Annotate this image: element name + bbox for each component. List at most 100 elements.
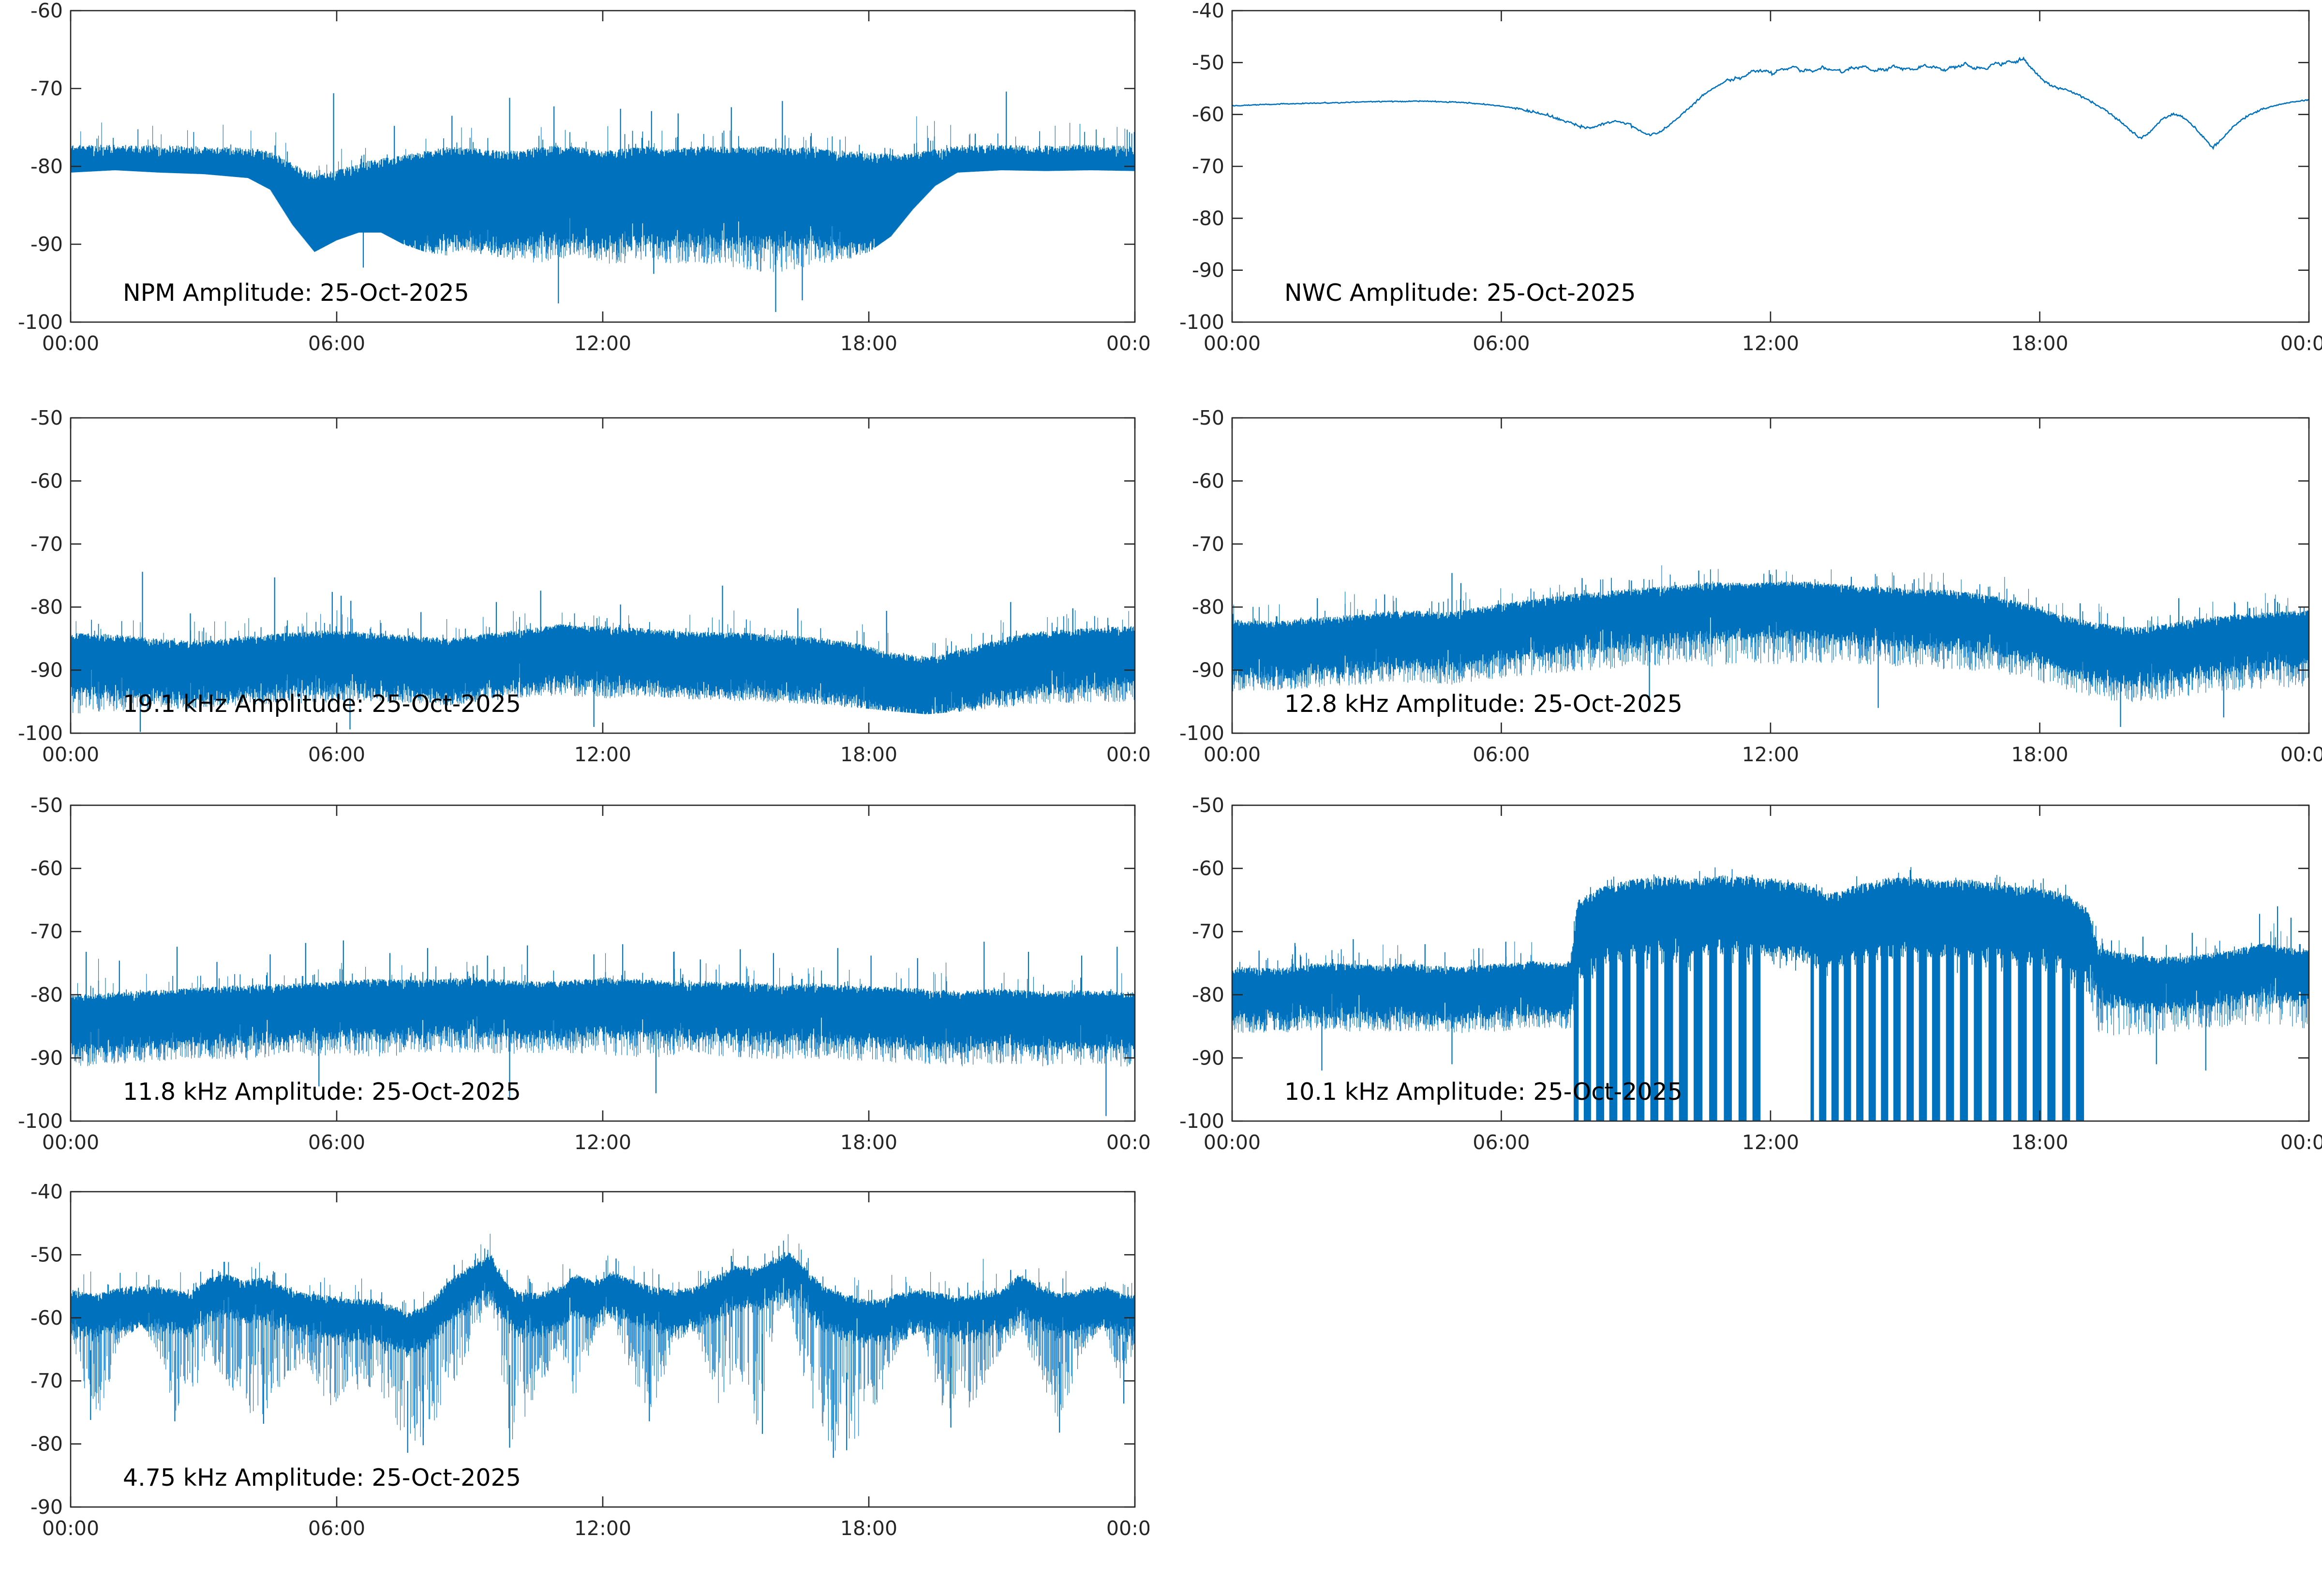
series-spikes (90, 1252, 1125, 1458)
series-spikes (139, 572, 1073, 732)
y-tick-label: -50 (30, 794, 63, 817)
y-tick-label: -80 (30, 1433, 63, 1456)
y-tick-label: -80 (30, 155, 63, 178)
y-tick-label: -90 (30, 1495, 63, 1519)
x-tick-label: 06:00 (1473, 1131, 1530, 1154)
chart-title: 19.1 kHz Amplitude: 25-Oct-2025 (123, 690, 521, 718)
x-tick-label: 18:00 (840, 1131, 897, 1154)
axis-ticks (1231, 10, 2310, 323)
x-tick-label: 00:00 (1204, 1131, 1261, 1154)
x-tick-label: 12:00 (574, 332, 631, 355)
y-tick-label: -50 (1192, 794, 1224, 817)
y-tick-label: -50 (30, 1243, 63, 1266)
x-tick-label: 06:00 (308, 1517, 365, 1540)
y-tick-label: -90 (1192, 1046, 1224, 1069)
series-stripes (1574, 876, 2084, 1121)
y-tick-label: -80 (1192, 207, 1224, 230)
x-tick-label: 00:00 (2280, 332, 2322, 355)
x-tick-label: 18:00 (840, 743, 897, 766)
x-tick-label: 00:00 (42, 1517, 99, 1540)
x-tick-label: 12:00 (1742, 1131, 1799, 1154)
x-tick-label: 12:00 (574, 1517, 631, 1540)
y-tick-label: -100 (18, 1109, 63, 1133)
y-tick-label: -70 (30, 920, 63, 943)
y-tick-label: -40 (30, 1180, 63, 1203)
axis-box (1231, 804, 2310, 1122)
y-tick-label: -40 (1192, 0, 1224, 22)
y-tick-label: -100 (18, 310, 63, 334)
x-tick-label: 06:00 (308, 332, 365, 355)
y-tick-label: -50 (30, 406, 63, 429)
y-tick-label: -80 (30, 595, 63, 619)
x-tick-label: 12:00 (574, 743, 631, 766)
x-tick-label: 12:00 (1742, 332, 1799, 355)
y-tick-label: -60 (30, 1306, 63, 1330)
x-tick-label: 06:00 (308, 743, 365, 766)
x-tick-label: 06:00 (1473, 743, 1530, 766)
series-line (1232, 56, 2309, 150)
series-band-tails (73, 610, 1134, 713)
chart-title: 4.75 kHz Amplitude: 25-Oct-2025 (123, 1464, 521, 1492)
y-tick-label: -90 (1192, 659, 1224, 682)
axis-ticks (70, 804, 1136, 1122)
y-tick-label: -100 (1179, 1109, 1224, 1133)
x-tick-label: 18:00 (2011, 743, 2068, 766)
axis-box (1231, 417, 2310, 734)
series-band (1232, 867, 2309, 1031)
axis-box (70, 804, 1136, 1122)
axis-box (1231, 10, 2310, 323)
y-tick-label: -60 (1192, 103, 1224, 126)
y-tick-label: -70 (30, 77, 63, 100)
y-tick-label: -60 (1192, 857, 1224, 880)
x-tick-label: 00:00 (2280, 743, 2322, 766)
x-tick-label: 00:00 (1204, 743, 1261, 766)
axis-box (70, 417, 1136, 734)
y-tick-label: -50 (1192, 51, 1224, 74)
chart-title: 12.8 kHz Amplitude: 25-Oct-2025 (1284, 690, 1682, 718)
axis-box (70, 10, 1136, 323)
chart-title: NPM Amplitude: 25-Oct-2025 (123, 279, 469, 307)
y-tick-label: -100 (1179, 722, 1224, 745)
x-tick-label: 00:00 (1106, 743, 1149, 766)
x-tick-label: 00:00 (1204, 332, 1261, 355)
y-tick-label: -90 (30, 659, 63, 682)
y-tick-label: -70 (30, 532, 63, 556)
series-band-tails (71, 1234, 1135, 1451)
x-tick-label: 00:00 (42, 743, 99, 766)
y-tick-label: -60 (30, 469, 63, 492)
x-tick-label: 06:00 (308, 1131, 365, 1154)
y-tick-label: -70 (1192, 532, 1224, 556)
y-tick-label: -80 (30, 983, 63, 1006)
series-band-tails (1233, 565, 2309, 702)
x-tick-label: 18:00 (2011, 1131, 2068, 1154)
x-tick-label: 00:00 (1106, 332, 1149, 355)
x-tick-label: 06:00 (1473, 332, 1530, 355)
series-spikes (333, 91, 1007, 312)
y-tick-label: -90 (30, 1046, 63, 1069)
axis-box (70, 1191, 1136, 1508)
y-tick-label: -70 (30, 1369, 63, 1392)
y-tick-label: -60 (30, 0, 63, 22)
x-tick-label: 00:00 (1106, 1517, 1149, 1540)
x-tick-label: 00:00 (42, 1131, 99, 1154)
y-tick-label: -70 (1192, 155, 1224, 178)
x-tick-label: 18:00 (2011, 332, 2068, 355)
series-spikes (1258, 906, 2292, 1071)
y-tick-label: -50 (1192, 406, 1224, 429)
y-tick-label: -90 (1192, 259, 1224, 282)
x-tick-label: 00:00 (1106, 1131, 1149, 1154)
y-tick-label: -80 (1192, 983, 1224, 1006)
series-spikes (86, 940, 1118, 1116)
chart-title: 11.8 kHz Amplitude: 25-Oct-2025 (123, 1078, 521, 1106)
y-tick-label: -60 (30, 857, 63, 880)
x-tick-label: 18:00 (840, 1517, 897, 1540)
x-tick-label: 18:00 (840, 332, 897, 355)
